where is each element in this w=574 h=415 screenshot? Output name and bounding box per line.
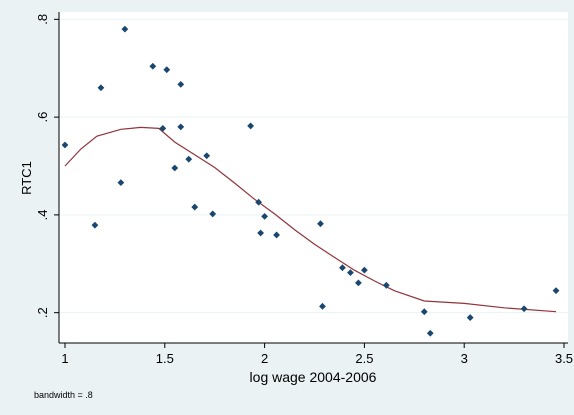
y-axis-ticks: .2 .4 .6 .8 [35,14,59,318]
data-point [466,314,474,321]
data-point [61,141,69,149]
data-point [247,122,255,130]
y-tick-label: .8 [35,14,50,25]
y-tick-label: .2 [35,307,50,318]
x-tick-label: 1.5 [156,351,174,366]
data-point [355,279,362,287]
data-point [552,287,560,295]
data-point [177,80,185,88]
data-point [420,308,428,316]
x-axis-ticks: 1 1.5 2 2.5 3 3.5 [61,343,573,366]
plot-area [59,12,568,343]
data-point [163,66,171,74]
data-point [319,302,326,310]
data-point [209,210,217,218]
data-point [317,220,324,228]
data-point [520,305,528,313]
data-point [121,25,129,33]
data-point [159,124,167,132]
grid-lines [59,18,568,314]
data-point [261,212,268,220]
data-point [426,329,434,337]
data-point [177,123,185,131]
bandwidth-note: bandwidth = .8 [34,390,93,400]
data-point [382,281,390,289]
data-point [91,221,99,229]
scatter-points [61,25,560,337]
x-tick-label: 2 [261,351,268,366]
data-point [117,179,125,187]
x-tick-label: 2.5 [355,351,373,366]
data-point [339,264,346,272]
data-point [149,62,157,70]
lowess-line [64,126,557,313]
y-axis-title: RTC1 [19,161,34,195]
y-tick-label: .4 [35,209,50,220]
x-tick-label: 3 [461,351,468,366]
data-point [185,155,193,163]
x-tick-label: 1 [61,351,68,366]
y-tick-label: .6 [35,112,50,123]
data-point [273,231,280,239]
data-point [203,152,211,160]
data-point [97,84,105,92]
data-point [361,266,368,274]
data-point [171,164,179,172]
data-point [347,269,354,276]
x-axis-title: log wage 2004-2006 [250,369,377,385]
x-tick-label: 3.5 [555,351,573,366]
data-point [191,203,199,211]
lowess-line-group [64,126,557,313]
data-point [257,229,265,237]
data-point [255,198,263,206]
